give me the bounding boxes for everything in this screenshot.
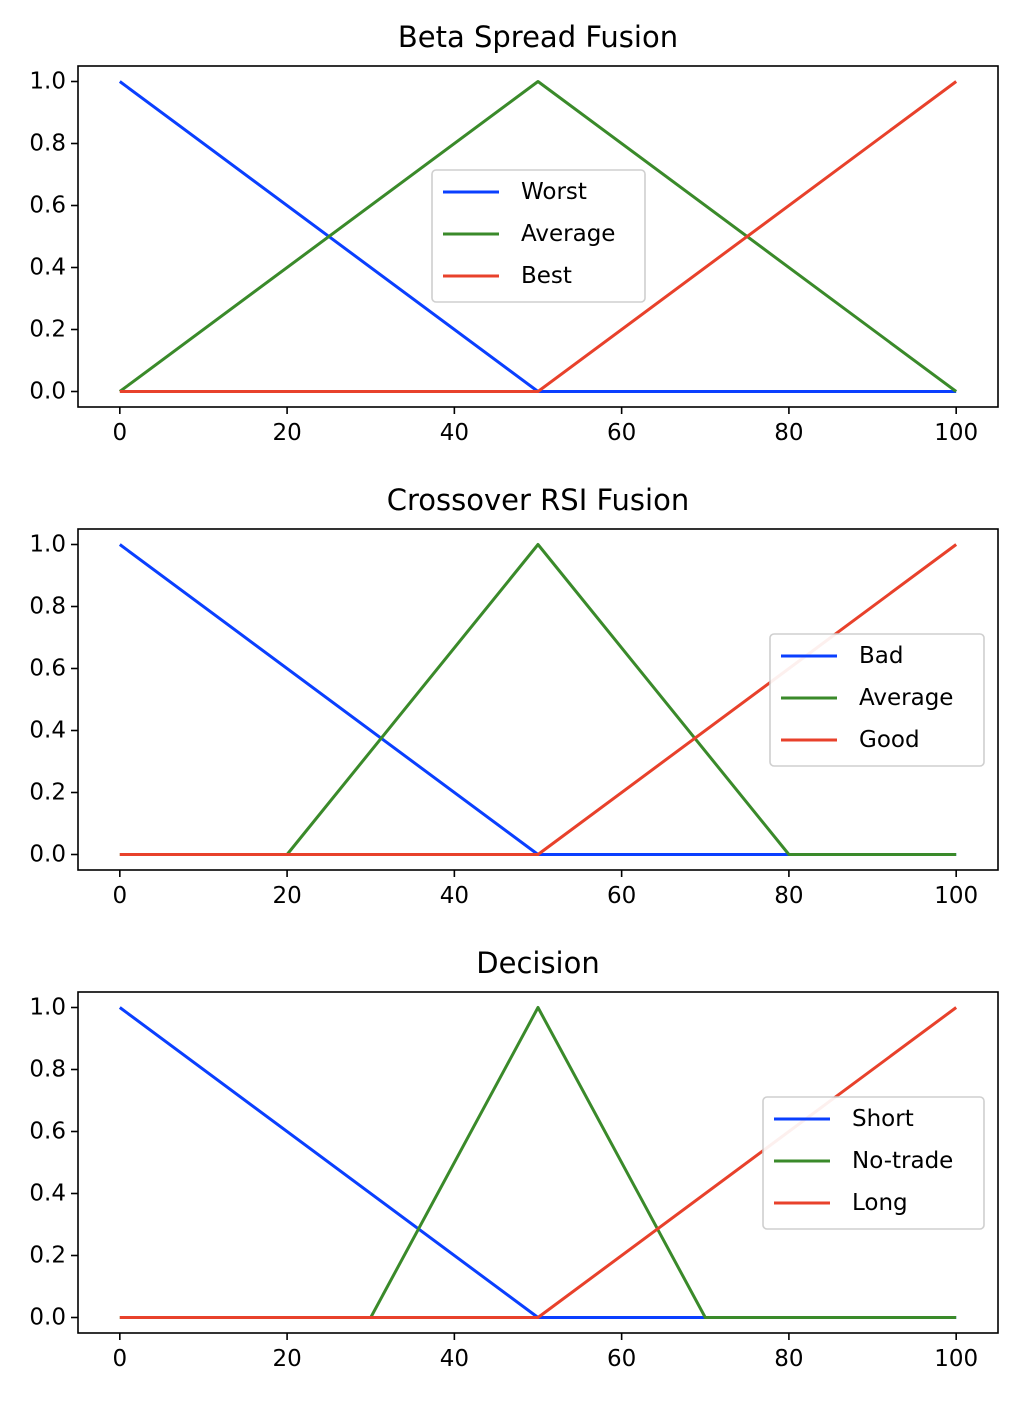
axes-frame xyxy=(77,528,999,871)
y-tick-label: 0.6 xyxy=(29,656,66,682)
chart-title: Decision xyxy=(476,946,599,980)
x-tick-label: 40 xyxy=(440,1346,469,1372)
series-line-best xyxy=(119,80,958,393)
x-tick-label: 0 xyxy=(112,420,127,446)
x-tick-label: 40 xyxy=(440,883,469,909)
chart-panel-2: Crossover RSI Fusion 0 20 40 60 80 100 0.0 0.2 0.… xyxy=(29,483,999,909)
axes-frame xyxy=(77,991,999,1334)
x-tick-label: 20 xyxy=(272,883,301,909)
y-tick-label: 0.6 xyxy=(29,193,66,219)
x-tick-label: 0 xyxy=(112,883,127,909)
y-tick-label: 0.4 xyxy=(29,718,66,744)
y-tick-label: 0.2 xyxy=(29,1243,66,1269)
x-tick-label: 80 xyxy=(774,1346,803,1372)
y-tick-label: 0.0 xyxy=(29,1305,66,1331)
legend-label: Bad xyxy=(859,643,903,669)
y-tick-label: 0.8 xyxy=(29,594,66,620)
y-tick-label: 0.0 xyxy=(29,379,66,405)
x-tick-label: 60 xyxy=(607,420,636,446)
y-tick-label: 0.8 xyxy=(29,1057,66,1083)
legend-label: Best xyxy=(521,263,572,289)
x-tick-label: 100 xyxy=(934,1346,978,1372)
x-tick-label: 60 xyxy=(607,1346,636,1372)
x-tick-label: 100 xyxy=(934,883,978,909)
legend-label: Average xyxy=(859,685,953,711)
x-tick-label: 100 xyxy=(934,420,978,446)
legend-label: Short xyxy=(852,1106,914,1132)
x-tick-label: 60 xyxy=(607,883,636,909)
legend-label: Average xyxy=(521,221,615,247)
legend-box xyxy=(769,633,985,767)
chart-panel-3: Decision 0 20 40 60 80 100 0.0 0.2 0.4 0.6 0.8 1.0 Sh… xyxy=(29,946,999,1372)
x-tick-label: 20 xyxy=(272,1346,301,1372)
x-tick-label: 40 xyxy=(440,420,469,446)
y-tick-label: 0.6 xyxy=(29,1119,66,1145)
y-tick-label: 1.0 xyxy=(29,532,66,558)
legend: Short No-trade Long xyxy=(762,1096,985,1230)
x-tick-label: 80 xyxy=(774,883,803,909)
legend: Bad Average Good xyxy=(769,633,985,767)
legend-box xyxy=(431,169,646,303)
legend: Worst Average Best xyxy=(431,169,646,303)
chart-title: Crossover RSI Fusion xyxy=(387,483,689,517)
y-tick-label: 0.8 xyxy=(29,131,66,157)
y-tick-label: 1.0 xyxy=(29,69,66,95)
y-tick-label: 0.2 xyxy=(29,317,66,343)
y-tick-label: 0.2 xyxy=(29,780,66,806)
x-tick-label: 0 xyxy=(112,1346,127,1372)
legend-label: No-trade xyxy=(852,1148,953,1174)
x-tick-label: 20 xyxy=(272,420,301,446)
x-tick-label: 80 xyxy=(774,420,803,446)
axes-frame xyxy=(77,65,999,408)
series-line-average xyxy=(118,80,958,393)
y-tick-label: 1.0 xyxy=(29,995,66,1021)
legend-label: Long xyxy=(852,1190,908,1216)
legend-label: Good xyxy=(859,727,920,753)
legend-label: Worst xyxy=(521,179,587,205)
y-tick-label: 0.4 xyxy=(29,1181,66,1207)
legend-box xyxy=(762,1096,985,1230)
y-tick-label: 0.0 xyxy=(29,842,66,868)
chart-title: Beta Spread Fusion xyxy=(398,20,678,54)
y-tick-label: 0.4 xyxy=(29,255,66,281)
chart-panel-1: Beta Spread Fusion 0 20 40 60 80 100 0.0 0.2 0.4 0… xyxy=(29,20,999,446)
